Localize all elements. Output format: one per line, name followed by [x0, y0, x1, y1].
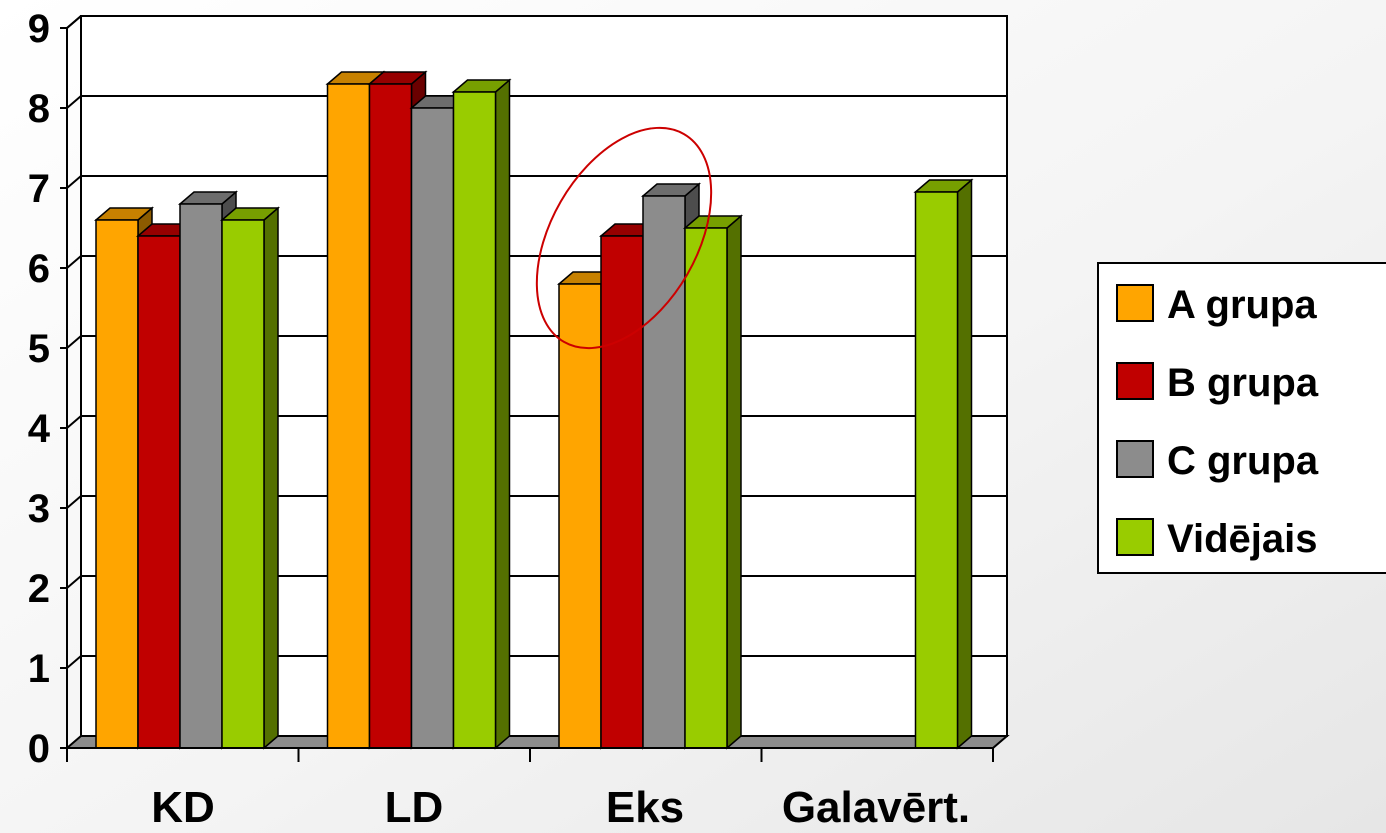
bar-front [410, 107, 455, 749]
legend-label: C grupa [1167, 439, 1319, 483]
gridline-side [66, 495, 82, 509]
x-category-label: Galavērt. [782, 783, 970, 832]
y-axis: 0 1 2 3 4 5 6 7 8 9 [28, 7, 82, 771]
y-tick-label: 3 [28, 487, 50, 531]
bar [913, 178, 974, 750]
legend-label: B grupa [1167, 361, 1319, 405]
y-tick-label: 7 [28, 167, 50, 211]
legend-label: Vidējais [1167, 517, 1317, 561]
bar-front [326, 83, 371, 749]
y-tick-label: 4 [28, 407, 51, 451]
legend-swatch [1116, 518, 1154, 556]
legend: A grupa B grupa C grupa Vidējais [1097, 262, 1386, 574]
bar-side [956, 178, 973, 750]
y-tick-label: 2 [28, 567, 50, 611]
bar-front [684, 227, 728, 749]
legend-swatch [1116, 284, 1154, 322]
y-tick-label: 0 [28, 727, 50, 771]
bar-front [137, 235, 181, 749]
bar [451, 78, 512, 750]
bar-side [494, 78, 511, 750]
bar-front [452, 91, 497, 749]
bar-front [558, 283, 602, 749]
gridline-side [66, 175, 82, 189]
gridline-side [66, 415, 82, 429]
bar-front [642, 195, 686, 749]
gridline-side [66, 655, 82, 669]
bar-side [726, 214, 742, 750]
bar-front [368, 83, 413, 749]
bar-front [221, 219, 265, 749]
gridline-side [66, 575, 82, 589]
y-tick-label: 9 [28, 7, 50, 51]
bar-front [179, 203, 223, 749]
x-category-label: KD [151, 783, 215, 832]
side-wall-top [66, 15, 82, 29]
bar [682, 214, 744, 750]
bars [93, 70, 974, 750]
x-axis: KD LD Eks Galavērt. [66, 747, 994, 832]
gridline-side [66, 335, 82, 349]
y-tick-label: 8 [28, 87, 50, 131]
bar-front [914, 191, 959, 749]
y-tick-label: 5 [28, 327, 50, 371]
legend-label: A grupa [1167, 283, 1317, 327]
y-tick-label: 6 [28, 247, 50, 291]
x-category-label: LD [385, 783, 444, 832]
x-category-label: Eks [606, 783, 684, 832]
legend-swatch [1116, 362, 1154, 400]
gridline-side [66, 255, 82, 269]
gridline-side [66, 95, 82, 109]
bar-side [263, 206, 279, 750]
y-tick-label: 1 [28, 647, 50, 691]
bar [219, 206, 281, 750]
legend-swatch [1116, 440, 1154, 478]
highlight-ellipse [535, 126, 713, 350]
bar-front [600, 235, 644, 749]
bar-front [95, 219, 139, 749]
